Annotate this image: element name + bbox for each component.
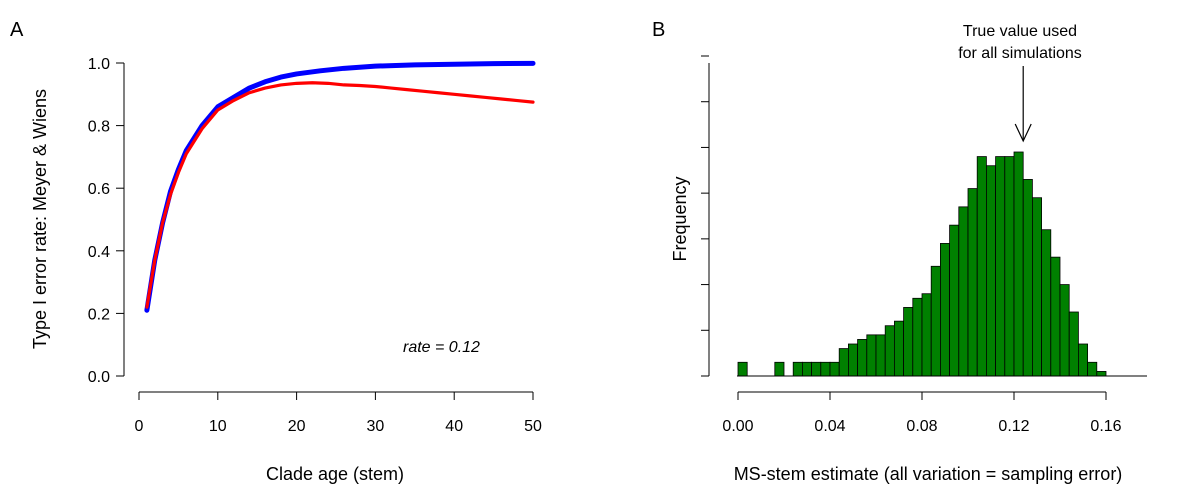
panel-b-x-axis-title: MS-stem estimate (all variation = sampli… (734, 464, 1123, 484)
histogram-bar (976, 156, 987, 377)
histogram-bar (829, 361, 840, 377)
panel-a-y-tick-label: 0.6 (88, 181, 110, 198)
histogram-bar (1087, 361, 1098, 377)
panel-b-x-tick-label: 0.08 (906, 418, 937, 435)
histogram-bar (1059, 284, 1070, 377)
panel-a-y-tick-label: 0.4 (88, 244, 110, 261)
panel-a: A 0.0 0.2 0.4 0.6 0.8 1.0 0 10 20 30 40 50 Clade a… (10, 19, 542, 484)
histogram-bar (792, 361, 803, 377)
panel-b-x-tick-label: 0.04 (814, 418, 845, 435)
histogram-bar (1032, 197, 1043, 377)
panel-a-y-tick-label: 0.8 (88, 119, 110, 136)
panel-a-x-tick-label: 50 (524, 418, 542, 435)
histogram-bar (986, 165, 997, 377)
histogram-bar (875, 334, 886, 377)
histogram-bar (949, 224, 960, 377)
panel-a-x-tick-label: 10 (209, 418, 227, 435)
histogram-bar (802, 361, 813, 377)
panel-a-x-axis-title: Clade age (stem) (266, 464, 404, 484)
panel-a-blue-series-line (144, 60, 536, 313)
histogram-bar (1041, 229, 1052, 377)
panel-a-x-tick-label: 0 (135, 418, 144, 435)
panel-b-x-tick-label: 0.12 (998, 418, 1029, 435)
panel-b-y-axis-title: Frequency (670, 176, 690, 261)
panel-b-x-tick-label: 0.00 (722, 418, 753, 435)
histogram-bar (884, 325, 895, 377)
histogram-bar (820, 361, 831, 377)
panel-b-x-tick-label: 0.16 (1090, 418, 1121, 435)
histogram-bar (1013, 151, 1024, 377)
histogram-bar (912, 297, 923, 377)
histogram-bar (995, 156, 1006, 377)
histogram-bar (866, 334, 877, 377)
histogram-bar (774, 361, 785, 377)
histogram-bar (848, 343, 859, 377)
panel-a-x-tick-label: 30 (367, 418, 385, 435)
panel-a-x-tick-label: 20 (288, 418, 306, 435)
panel-a-label: A (10, 19, 24, 41)
histogram-bar (1004, 156, 1015, 377)
histogram-bar (737, 361, 748, 377)
panel-a-x-tick-label: 40 (445, 418, 463, 435)
histogram-bar (1068, 311, 1079, 377)
histogram-bar (894, 320, 905, 377)
histogram-bar (1078, 343, 1089, 377)
panel-b-annotation-line-1: True value used (963, 23, 1077, 40)
histogram-bar (921, 293, 932, 377)
histogram-bar (958, 206, 969, 377)
panel-a-red-series-line (145, 81, 535, 309)
panel-a-y-tick-label: 0.2 (88, 306, 110, 323)
histogram-bar (930, 265, 941, 377)
histogram-bar (1022, 179, 1033, 377)
histogram-bar (903, 307, 914, 377)
histogram-bar (838, 348, 849, 377)
panel-b-annotation-line-2: for all simulations (958, 45, 1082, 62)
histogram-bar (967, 188, 978, 377)
histogram-bar (1050, 256, 1061, 377)
panel-a-y-tick-label: 1.0 (88, 56, 110, 73)
panel-b: B 0.00 0.04 0.08 0.12 0.16 Frequency MS-stem… (652, 19, 1147, 484)
panel-a-y-tick-label: 0.0 (88, 369, 110, 386)
histogram-bar (857, 339, 868, 377)
histogram-bar (940, 243, 951, 377)
panel-a-rate-annotation: rate = 0.12 (403, 339, 480, 356)
panel-a-y-axis-title: Type I error rate: Meyer & Wiens (30, 89, 50, 349)
histogram-bar (1096, 371, 1107, 377)
true-value-arrow-head (1014, 123, 1032, 143)
histogram-bar (811, 361, 822, 377)
panel-b-label: B (652, 19, 665, 41)
